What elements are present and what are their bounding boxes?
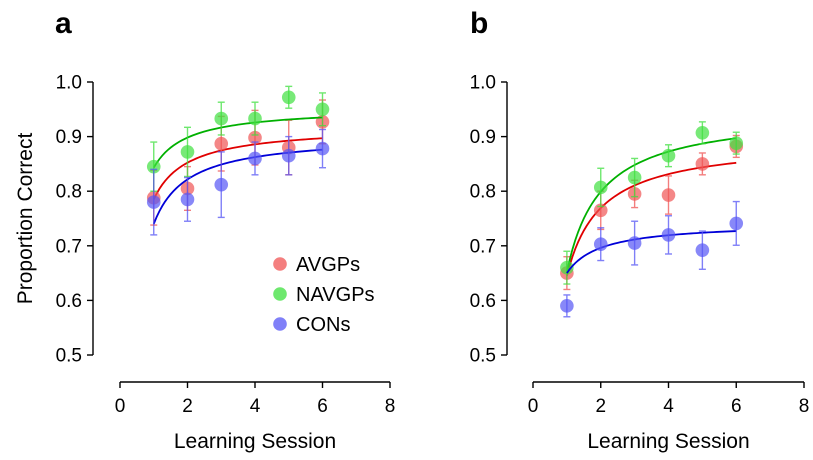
data-point-cons [627,236,642,250]
panel-letter: b [470,7,488,40]
x-tick-label: 6 [317,396,328,417]
fit-curve-cons [152,148,323,225]
y-tick-label: 0.5 [56,346,82,367]
legend-label-cons: CONs [296,314,350,336]
data-point-navgps [315,102,330,117]
fit-curve-avgps [566,161,737,277]
data-point-navgps [214,111,229,126]
data-point-navgps [593,180,608,195]
y-tick-label: 0.9 [56,127,82,148]
data-point-navgps [729,136,744,150]
legend-marker-navgps [273,287,287,301]
x-tick-label: 0 [115,396,126,417]
panel-letter: a [55,7,72,40]
data-point-cons [315,141,330,156]
data-point-avgps [214,136,229,151]
x-tick-label: 8 [799,396,810,417]
x-axis-title: Learning Session [174,430,336,453]
legend-marker-cons [273,317,287,331]
data-point-cons [695,243,710,257]
x-tick-label: 6 [731,396,742,417]
legend-label-avgps: AVGPs [296,254,360,276]
data-point-cons [248,151,262,166]
legend-label-navgps: NAVGPs [296,284,375,306]
x-tick-label: 0 [528,396,539,417]
data-point-cons [661,228,676,242]
data-point-cons [729,216,744,231]
x-axis-title: Learning Session [587,430,749,453]
legend-marker-avgps [273,257,287,271]
y-tick-label: 1.0 [470,73,496,94]
y-tick-label: 1.0 [56,73,82,94]
y-tick-label: 0.8 [470,182,496,203]
x-tick-label: 4 [250,396,261,417]
data-point-navgps [627,170,642,185]
y-tick-label: 0.7 [470,236,496,257]
y-axis-title: Proportion Correct [14,133,37,305]
y-tick-label: 0.7 [56,236,82,257]
x-tick-label: 4 [663,396,674,417]
fit-curve-navgps [566,137,737,273]
y-tick-label: 0.6 [56,291,82,312]
data-point-cons [593,237,608,251]
data-point-cons [180,192,195,207]
panel-b: b 0.5 0.6 0.7 0.8 0.9 1.0 0 2 4 6 8 Learning Session [470,7,810,453]
x-tick-label: 8 [385,396,396,417]
panel-a: a 0.5 0.6 0.7 0.8 0.9 1.0 0 2 4 6 8 Learning Session… [14,7,395,453]
data-point-cons [146,195,161,209]
data-point-avgps [661,188,676,202]
y-tick-label: 0.8 [56,182,82,203]
data-point-cons [560,299,574,313]
fit-curve-navgps [152,116,323,169]
y-tick-label: 0.9 [470,127,496,148]
data-point-navgps [560,260,574,275]
data-point-navgps [661,148,676,163]
data-point-navgps [281,90,296,105]
fit-curve-cons [566,230,737,274]
data-point-navgps [695,125,710,140]
y-tick-label: 0.5 [470,346,496,367]
data-point-cons [214,177,229,192]
x-tick-label: 2 [182,396,193,417]
y-tick-label: 0.6 [470,291,496,312]
data-point-avgps [695,157,710,171]
data-point-navgps [248,111,262,126]
data-point-navgps [180,145,195,159]
legend: AVGPs NAVGPs CONs [273,254,375,336]
x-tick-label: 2 [595,396,606,417]
fit-curve-avgps [152,137,323,200]
data-point-cons [281,148,296,163]
